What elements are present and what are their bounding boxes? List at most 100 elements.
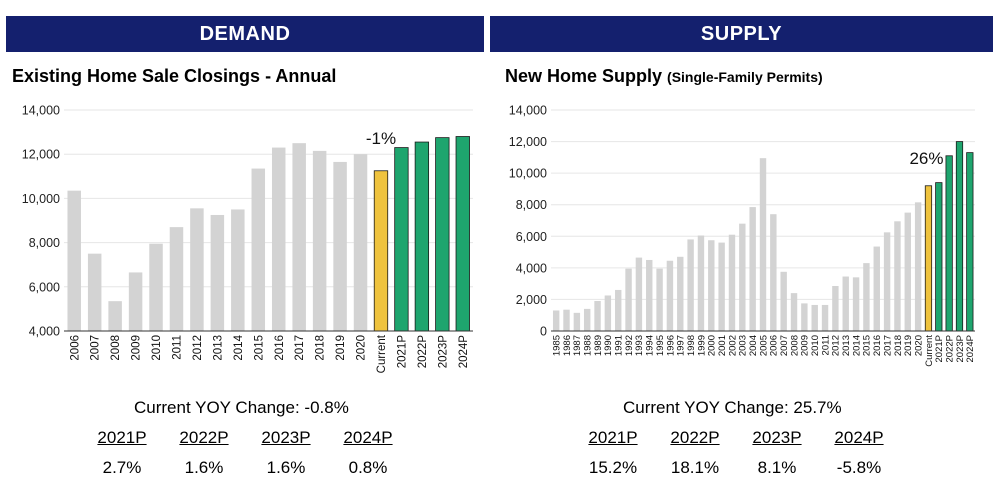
- x-tick-label: 2022P: [417, 335, 429, 369]
- x-tick-label: 2017: [882, 335, 893, 356]
- bar-2002: [728, 234, 736, 331]
- bar-1996: [666, 260, 674, 331]
- bar-1994: [646, 259, 653, 331]
- bar-2024p: [455, 136, 470, 332]
- demand-projection-year: 2022P: [179, 428, 229, 447]
- x-tick-label: 2015: [253, 335, 265, 361]
- x-tick-label: 2024P: [965, 335, 976, 362]
- x-tick-label: 1992: [624, 335, 635, 356]
- bar-1985: [552, 310, 560, 331]
- x-tick-label: 2001: [717, 335, 728, 356]
- bar-1991: [615, 289, 622, 331]
- supply-projection: 2021P 15.2%: [583, 428, 643, 478]
- x-tick-label: 1991: [614, 335, 625, 356]
- supply-projection-value: 18.1%: [670, 458, 720, 477]
- bar-2022p: [945, 155, 953, 332]
- bar-2021p: [394, 147, 409, 332]
- x-tick-label: Current: [924, 335, 935, 367]
- bar-2020: [914, 202, 922, 331]
- y-tick-label: 2,000: [516, 293, 547, 307]
- x-tick-label: 2012: [831, 335, 842, 356]
- supply-chart-title-main: New Home Supply: [505, 66, 663, 86]
- bar-1992: [625, 268, 632, 331]
- x-tick-label: 2020: [913, 335, 924, 356]
- x-tick-label: 2003: [738, 335, 749, 356]
- bar-1989: [594, 301, 601, 331]
- x-tick-label: 2020: [356, 335, 368, 361]
- x-tick-label: 1996: [665, 335, 676, 356]
- bar-2000: [708, 240, 715, 331]
- demand-projection-year: 2023P: [261, 428, 311, 447]
- x-tick-label: 1998: [686, 335, 697, 356]
- bar-2023p: [955, 141, 964, 332]
- demand-chart-title: Existing Home Sale Closings - Annual: [12, 66, 337, 86]
- bar-2019: [904, 212, 911, 331]
- bar-1986: [563, 309, 570, 331]
- supply-projection: 2022P 18.1%: [665, 428, 725, 478]
- x-tick-label: 2016: [872, 335, 883, 356]
- x-tick-label: 2000: [707, 335, 718, 356]
- x-tick-label: 1995: [655, 335, 666, 356]
- demand-chart: 4,000 6,000 8,000 10,000 12,000 14,000 2006 200…: [22, 104, 473, 373]
- x-tick-label: 2018: [893, 335, 904, 356]
- bar-2014: [852, 277, 860, 331]
- x-tick-label: 1990: [603, 335, 614, 356]
- x-tick-label: 2013: [212, 335, 224, 361]
- bar-2010: [149, 243, 163, 331]
- y-tick-label: 4,000: [516, 261, 547, 275]
- y-tick-label: 6,000: [29, 280, 60, 294]
- x-tick-label: 2024P: [458, 335, 470, 369]
- x-tick-label: 1999: [696, 335, 707, 356]
- demand-projection-value: 1.6%: [266, 458, 306, 477]
- x-tick-label: 2009: [800, 335, 811, 356]
- supply-current-yoy: Current YOY Change: 25.7%: [623, 398, 842, 417]
- x-tick-label: 2016: [274, 335, 286, 361]
- x-tick-label: 2021P: [934, 335, 945, 362]
- x-tick-label: 2007: [90, 335, 102, 361]
- bar-1997: [677, 256, 684, 331]
- bar-2006: [770, 214, 777, 331]
- bar-2018: [894, 221, 901, 331]
- x-tick-label: 2008: [110, 335, 122, 361]
- bar-2019: [333, 161, 347, 331]
- bar-current: [924, 185, 933, 332]
- bar-2015: [863, 263, 870, 331]
- y-tick-label: 12,000: [22, 148, 60, 162]
- bar-2001: [718, 242, 725, 331]
- supply-panel: SUPPLY New Home Supply (Single-Family Pe…: [490, 0, 995, 497]
- bar-2008: [108, 301, 122, 331]
- y-tick-label: 8,000: [29, 236, 60, 250]
- x-tick-label: 2023P: [437, 335, 449, 369]
- demand-header: DEMAND: [6, 16, 484, 52]
- y-tick-label: 6,000: [516, 230, 547, 244]
- demand-panel: DEMAND Existing Home Sale Closings - Ann…: [0, 0, 487, 497]
- supply-projection-year: 2023P: [752, 428, 802, 447]
- bar-1995: [656, 268, 663, 331]
- x-tick-label: 2017: [294, 335, 306, 361]
- bar-2013: [842, 276, 849, 331]
- supply-chart-subtitle: (Single-Family Permits): [667, 69, 823, 85]
- x-tick-label: 2022P: [944, 335, 955, 362]
- bar-2017: [883, 232, 891, 331]
- supply-projection-year: 2022P: [670, 428, 720, 447]
- x-tick-label: 2015: [862, 335, 873, 356]
- x-tick-label: 2005: [758, 335, 769, 356]
- x-tick-label: 2009: [131, 335, 143, 361]
- x-tick-label: 2018: [315, 335, 327, 361]
- y-tick-label: 0: [540, 325, 547, 339]
- supply-projection-year: 2024P: [834, 428, 884, 447]
- demand-projection-year: 2021P: [97, 428, 147, 447]
- bar-2012: [832, 286, 839, 331]
- x-tick-label: 1987: [572, 335, 583, 356]
- supply-projection-value: -5.8%: [836, 458, 882, 477]
- x-tick-label: 2004: [748, 335, 759, 356]
- y-tick-label: 14,000: [22, 104, 60, 118]
- demand-projection: 2024P 0.8%: [338, 428, 398, 478]
- bar-2015: [251, 168, 266, 331]
- supply-projection: 2023P 8.1%: [747, 428, 807, 478]
- bar-2021p: [935, 182, 943, 332]
- x-tick-label: 2019: [335, 335, 347, 361]
- bar-2022p: [414, 141, 430, 332]
- bar-1999: [697, 235, 705, 331]
- bar-2008: [790, 293, 798, 331]
